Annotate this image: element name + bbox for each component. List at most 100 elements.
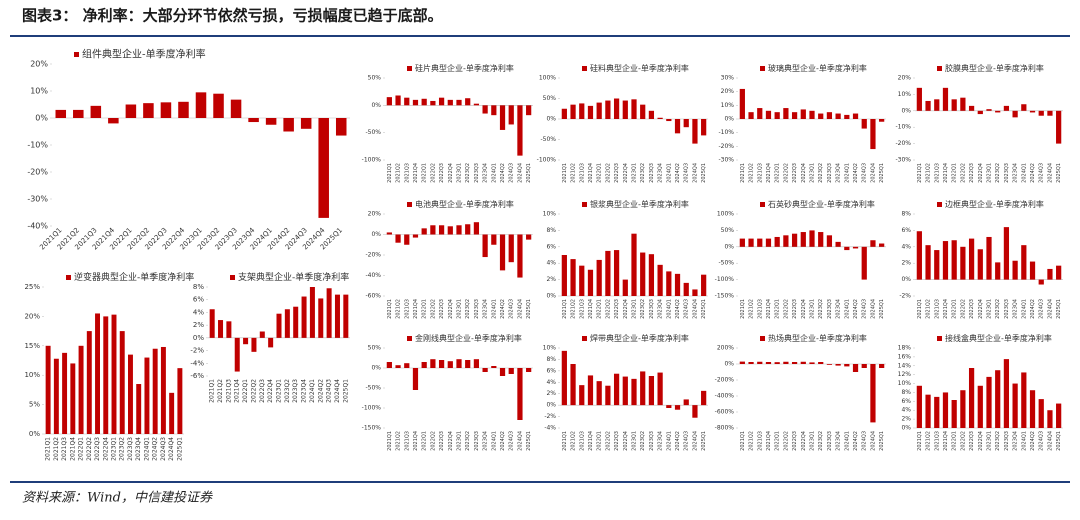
x-tick-label: 2024Q3 <box>684 163 690 183</box>
bar <box>45 345 51 434</box>
x-tick-label: 2022Q1 <box>422 163 428 183</box>
bar <box>482 368 488 372</box>
bar <box>995 110 1001 113</box>
x-tick-label: 2021Q4 <box>413 299 419 319</box>
x-tick-label: 2022Q3 <box>792 431 798 451</box>
x-tick-label: 2023Q3 <box>474 431 480 451</box>
bar <box>283 118 294 132</box>
x-tick-label: 2024Q1 <box>309 379 316 403</box>
bar <box>265 118 277 125</box>
y-tick-label: 6% <box>546 243 556 250</box>
x-tick-label: 2022Q2 <box>86 437 93 461</box>
legend-swatch <box>582 336 587 341</box>
y-tick-label: 2% <box>546 276 556 283</box>
bar <box>1012 110 1018 118</box>
y-tick-label: -400% <box>715 393 735 400</box>
x-tick-label: 2021Q1 <box>387 431 393 451</box>
x-tick-label: 2023Q2 <box>818 163 824 183</box>
x-tick-label: 2025Q1 <box>701 163 707 183</box>
x-tick-label: 2023Q3 <box>474 163 480 183</box>
y-tick-label: -30% <box>27 195 48 204</box>
legend-swatch <box>937 66 942 71</box>
legend-label: 热场典型企业-单季度净利率 <box>768 333 867 343</box>
bar <box>934 396 940 428</box>
x-tick-label: 2023Q2 <box>818 299 824 319</box>
bar <box>438 360 445 368</box>
x-tick-label: 2021Q3 <box>757 163 763 183</box>
bar <box>809 230 815 247</box>
bar <box>218 320 224 338</box>
y-tick-label: 0% <box>371 102 381 109</box>
bar <box>942 241 949 280</box>
y-tick-label: -2% <box>899 293 911 300</box>
bar <box>499 368 506 376</box>
bar <box>800 361 806 364</box>
x-tick-label: 2023Q1 <box>632 163 638 183</box>
legend-swatch <box>407 202 412 207</box>
x-tick-label: 2023Q3 <box>827 299 833 319</box>
y-tick-label: 20% <box>30 60 48 69</box>
bar <box>473 359 480 368</box>
bar <box>276 313 282 338</box>
bar <box>596 102 602 119</box>
bar <box>995 370 1001 428</box>
bar <box>143 103 154 118</box>
x-tick-label: 2024Q3 <box>684 299 690 319</box>
bar <box>404 363 410 368</box>
y-tick-label: 2% <box>901 260 911 267</box>
x-tick-label: 2021Q1 <box>387 163 393 183</box>
bar <box>835 364 841 366</box>
bar <box>666 271 672 296</box>
y-tick-label: -100% <box>362 157 382 164</box>
x-tick-label: 2023Q4 <box>1013 431 1019 451</box>
bar <box>674 273 681 296</box>
y-tick-label: 0% <box>29 430 40 438</box>
bar <box>809 362 815 364</box>
y-tick-label: 0% <box>193 334 204 342</box>
x-tick-label: 2022Q1 <box>597 163 603 183</box>
x-tick-label: 2021Q1 <box>917 299 923 319</box>
y-tick-label: -100% <box>362 405 382 412</box>
bar <box>438 97 445 106</box>
y-tick-label: -150% <box>715 293 735 300</box>
bar <box>613 373 620 406</box>
x-tick-label: 2024Q1 <box>666 163 672 183</box>
legend-swatch <box>582 202 587 207</box>
x-tick-label: 2022Q2 <box>960 163 966 183</box>
x-tick-label: 2024Q3 <box>509 299 515 319</box>
legend-label: 电池典型企业-单季度净利率 <box>415 199 514 209</box>
bar <box>757 361 763 364</box>
bar <box>942 87 949 111</box>
x-tick-label: 2024Q3 <box>160 437 167 461</box>
bar <box>852 246 859 249</box>
legend-label: 焊带典型企业-单季度净利率 <box>590 333 689 343</box>
x-tick-label: 2025Q1 <box>526 163 532 183</box>
legend-swatch <box>937 336 942 341</box>
bar <box>631 99 637 119</box>
x-tick-label: 2022Q2 <box>250 379 257 403</box>
bar <box>248 118 259 123</box>
bar <box>456 99 462 106</box>
x-tick-label: 2025Q1 <box>1056 431 1062 451</box>
x-tick-label: 2022Q3 <box>792 299 798 319</box>
bar <box>412 368 419 390</box>
x-tick-label: 2023Q3 <box>474 299 480 319</box>
x-tick-label: 2021Q4 <box>588 299 594 319</box>
bar <box>870 364 876 423</box>
bar <box>309 287 315 338</box>
bar <box>596 381 602 406</box>
x-tick-label: 2021Q3 <box>579 431 585 451</box>
x-tick-label: 2024Q3 <box>509 163 515 183</box>
bar <box>55 109 67 118</box>
bar <box>95 313 100 434</box>
bar <box>631 233 637 296</box>
bar <box>326 288 332 338</box>
x-tick-label: 2024Q4 <box>870 163 876 183</box>
bar <box>561 255 567 296</box>
bar <box>226 321 232 338</box>
x-tick-label: 2023Q1 <box>457 299 463 319</box>
legend-label: 组件典型企业-单季度净利率 <box>82 48 206 61</box>
bar <box>783 235 789 247</box>
bar <box>605 250 611 296</box>
legend-label: 支架典型企业-单季度净利率 <box>238 271 349 283</box>
